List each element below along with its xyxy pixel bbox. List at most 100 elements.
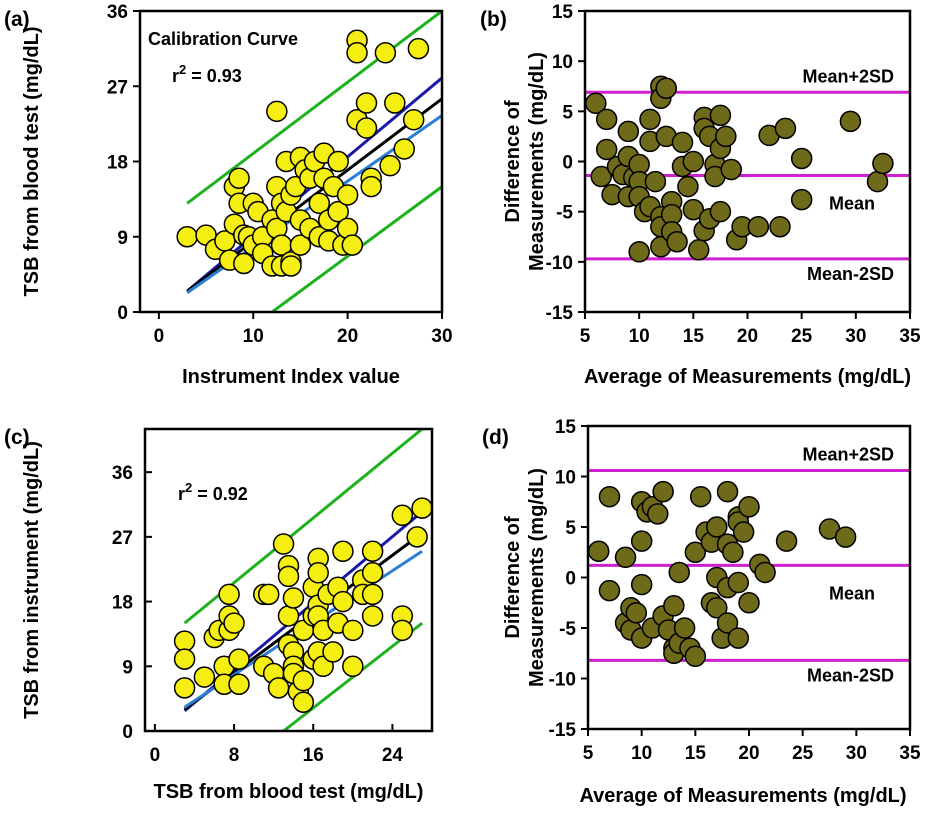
data-point xyxy=(266,100,288,123)
data-point xyxy=(228,648,250,670)
data-point xyxy=(595,108,618,131)
y-tick-label: 0 xyxy=(122,722,133,743)
data-point xyxy=(332,540,354,562)
data-point xyxy=(732,521,755,543)
panel-3: (d) Mean+2SD Mean Mean-2SD 5 10 15 20 25 30 35 -15 -… xyxy=(482,417,921,807)
x-tick-label: 30 xyxy=(845,326,866,347)
data-point xyxy=(738,496,760,518)
plot-area xyxy=(176,11,442,312)
y-tick-label: -10 xyxy=(549,670,576,691)
data-point xyxy=(336,184,359,206)
data-point xyxy=(402,108,425,131)
data-point xyxy=(834,526,857,548)
x-tick-label: 5 xyxy=(583,743,594,764)
line-upper-bound xyxy=(186,11,442,205)
panel-0: (a) 0 10 20 30 0 9 18 27 36 Instrument Index value… xyxy=(4,2,453,388)
panel-label: (a) xyxy=(4,8,30,31)
y-tick-label: 15 xyxy=(555,417,577,438)
data-point xyxy=(720,158,742,181)
data-point xyxy=(355,92,378,114)
y-tick-label: -5 xyxy=(556,203,573,224)
x-tick-label: 30 xyxy=(846,743,867,764)
data-point xyxy=(393,138,415,160)
data-point xyxy=(361,540,384,562)
data-point xyxy=(590,165,612,188)
data-point xyxy=(411,497,432,519)
data-point xyxy=(341,234,364,256)
y-axis-title: Difference of xyxy=(502,100,524,223)
data-point xyxy=(342,619,364,642)
data-point xyxy=(716,480,739,503)
data-point xyxy=(327,150,349,173)
data-point xyxy=(282,587,305,609)
data-point xyxy=(625,602,648,624)
x-tick-label: 30 xyxy=(431,326,452,347)
x-axis-title: Instrument Index value xyxy=(182,366,400,388)
x-tick-label: 25 xyxy=(791,326,813,347)
x-tick-label: 8 xyxy=(229,745,240,766)
data-point xyxy=(595,138,618,161)
data-point xyxy=(652,480,674,503)
x-tick-label: 0 xyxy=(150,745,161,766)
plot-area xyxy=(173,429,432,731)
data-point xyxy=(630,530,653,552)
y-tick-label: 0 xyxy=(117,303,128,324)
panel-1: (b) Mean+2SD Mean Mean-2SD 5 10 15 20 25 30 35 -15 -… xyxy=(480,2,921,388)
data-point xyxy=(391,619,414,642)
data-point xyxy=(327,200,349,223)
data-point xyxy=(647,503,669,525)
x-axis-title: Average of Measurements (mg/dL) xyxy=(584,366,911,388)
x-tick-label: 10 xyxy=(243,326,264,347)
x-tick-label: 16 xyxy=(303,745,324,766)
panel-label: (d) xyxy=(482,426,509,449)
data-point xyxy=(267,677,290,699)
y-tick-label: 0 xyxy=(565,569,576,590)
data-point xyxy=(176,226,198,248)
y-tick-label: 10 xyxy=(552,52,573,73)
data-point xyxy=(598,579,621,602)
x-tick-label: 10 xyxy=(631,743,652,764)
reference-line-label: Mean+2SD xyxy=(802,444,894,464)
data-point xyxy=(292,691,315,713)
panel-label: (b) xyxy=(480,8,507,31)
data-point xyxy=(715,125,737,148)
data-point xyxy=(280,255,302,277)
y-tick-label: -15 xyxy=(546,303,574,324)
x-tick-label: 25 xyxy=(792,743,814,764)
data-point xyxy=(384,92,406,114)
data-point xyxy=(790,188,813,211)
data-point xyxy=(346,42,368,64)
data-point xyxy=(218,583,240,606)
y-tick-label: 0 xyxy=(562,153,573,174)
data-point xyxy=(277,565,300,588)
x-tick-label: 20 xyxy=(738,743,759,764)
data-point xyxy=(361,583,384,606)
data-point xyxy=(747,215,770,238)
panel-2: (c) 0 8 16 24 0 9 18 27 36 TSB from blood test (mg… xyxy=(4,426,434,803)
data-point xyxy=(727,627,750,649)
data-point xyxy=(628,241,650,263)
data-point xyxy=(173,630,196,652)
data-point xyxy=(738,592,760,614)
y-tick-label: -5 xyxy=(559,619,576,640)
data-point xyxy=(872,152,894,175)
data-point xyxy=(361,562,384,584)
y-axis-title: Measurements (mg/dL) xyxy=(526,52,548,271)
data-point xyxy=(684,645,707,668)
data-point xyxy=(716,612,739,634)
data-point xyxy=(257,583,280,606)
data-point xyxy=(228,167,250,189)
y-tick-label: 9 xyxy=(117,228,128,249)
y-tick-label: 5 xyxy=(565,518,576,539)
x-tick-label: 0 xyxy=(154,326,165,347)
reference-line-label: Mean-2SD xyxy=(807,665,894,685)
data-point xyxy=(355,117,378,139)
data-point xyxy=(307,562,329,584)
y-axis-title: TSB from blood test (mg/dL) xyxy=(21,27,43,297)
data-point xyxy=(644,170,667,193)
data-point xyxy=(598,485,621,508)
data-point xyxy=(668,561,690,584)
data-point xyxy=(361,605,384,627)
reference-line-label: Mean xyxy=(829,583,875,603)
